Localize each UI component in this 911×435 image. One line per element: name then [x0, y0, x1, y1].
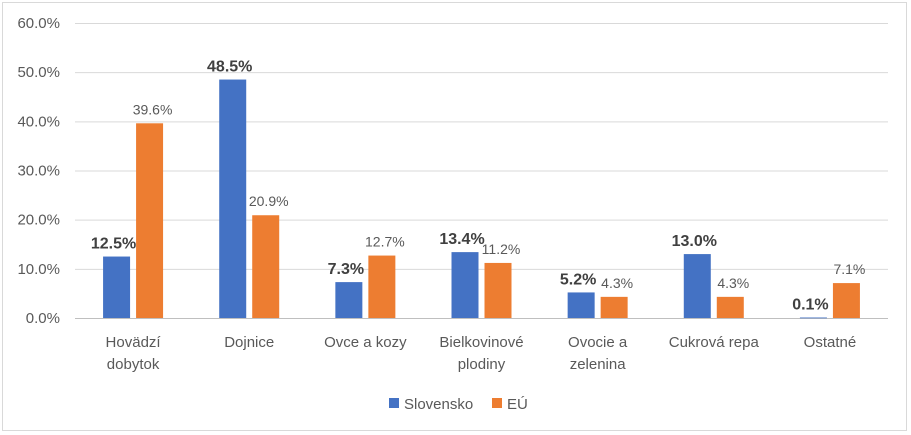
bar-slovensko: [451, 252, 479, 318]
legend-item-eu-label: EÚ: [507, 396, 528, 413]
bar-eu: [136, 123, 164, 318]
bar-slovensko: [799, 317, 827, 319]
y-tick-label: 0.0%: [26, 310, 60, 327]
bar-slovensko: [103, 256, 131, 318]
legend-item-slovensko-label: Slovensko: [404, 396, 473, 413]
x-category-label: zelenina: [570, 356, 627, 373]
data-label-slovensko: 7.3%: [328, 261, 364, 278]
legend-item-slovensko-swatch: [389, 398, 399, 408]
y-axis-tick-labels: 0.0% 10.0% 20.0% 30.0% 40.0% 50.0% 60.0%: [17, 15, 60, 327]
bar-slovensko: [683, 254, 711, 318]
data-label-eu: 7.1%: [833, 261, 865, 277]
bar-eu: [484, 262, 512, 318]
x-category-label: Bielkovinové: [439, 334, 523, 351]
data-label-slovensko: 13.4%: [439, 231, 484, 248]
bar-slovensko: [335, 282, 363, 318]
gridlines: [75, 23, 888, 319]
data-label-slovensko: 0.1%: [792, 297, 828, 314]
bar-eu: [832, 283, 860, 318]
data-label-eu: 12.7%: [365, 234, 405, 250]
data-label-eu: 20.9%: [249, 193, 289, 209]
x-category-label: Ovce a kozy: [324, 334, 407, 351]
bar-slovensko: [567, 292, 595, 318]
legend-item-eu-swatch: [492, 398, 502, 408]
y-tick-label: 60.0%: [17, 15, 60, 32]
bar-slovensko: [219, 79, 247, 319]
bar-eu: [368, 255, 396, 318]
x-category-label: dobytok: [107, 356, 160, 373]
y-tick-label: 30.0%: [17, 163, 60, 180]
x-category-label: Ovocie a: [568, 334, 628, 351]
x-category-label: Cukrová repa: [669, 334, 760, 351]
data-label-eu: 39.6%: [133, 101, 173, 117]
x-category-label: Hovädzí: [106, 334, 162, 351]
bar-eu: [716, 296, 744, 318]
data-label-slovensko: 5.2%: [560, 271, 596, 288]
data-label-slovensko: 12.5%: [91, 236, 136, 253]
y-tick-label: 20.0%: [17, 212, 60, 229]
x-category-label: plodiny: [458, 356, 506, 373]
y-tick-label: 50.0%: [17, 64, 60, 81]
bars: [103, 79, 860, 319]
y-tick-label: 10.0%: [17, 261, 60, 278]
legend: Slovensko EÚ: [389, 396, 528, 413]
y-tick-label: 40.0%: [17, 113, 60, 130]
data-label-eu: 4.3%: [601, 275, 633, 291]
bar-eu: [600, 296, 628, 318]
data-label-slovensko: 13.0%: [672, 233, 717, 250]
data-label-eu: 11.2%: [482, 241, 521, 257]
data-labels: 12.5% 39.6% 48.5% 20.9% 7.3%12.7% 13.4%11.2% 5…: [91, 59, 866, 314]
data-label-eu: 4.3%: [717, 275, 749, 291]
x-category-label: Ostatné: [804, 334, 857, 351]
x-category-label: Dojnice: [224, 334, 274, 351]
data-label-slovensko: 48.5%: [207, 59, 252, 76]
bar-eu: [252, 215, 280, 318]
x-axis-category-labels: Hovädzí dobytok Dojnice Ovce a kozy Bielkovi…: [106, 334, 857, 373]
